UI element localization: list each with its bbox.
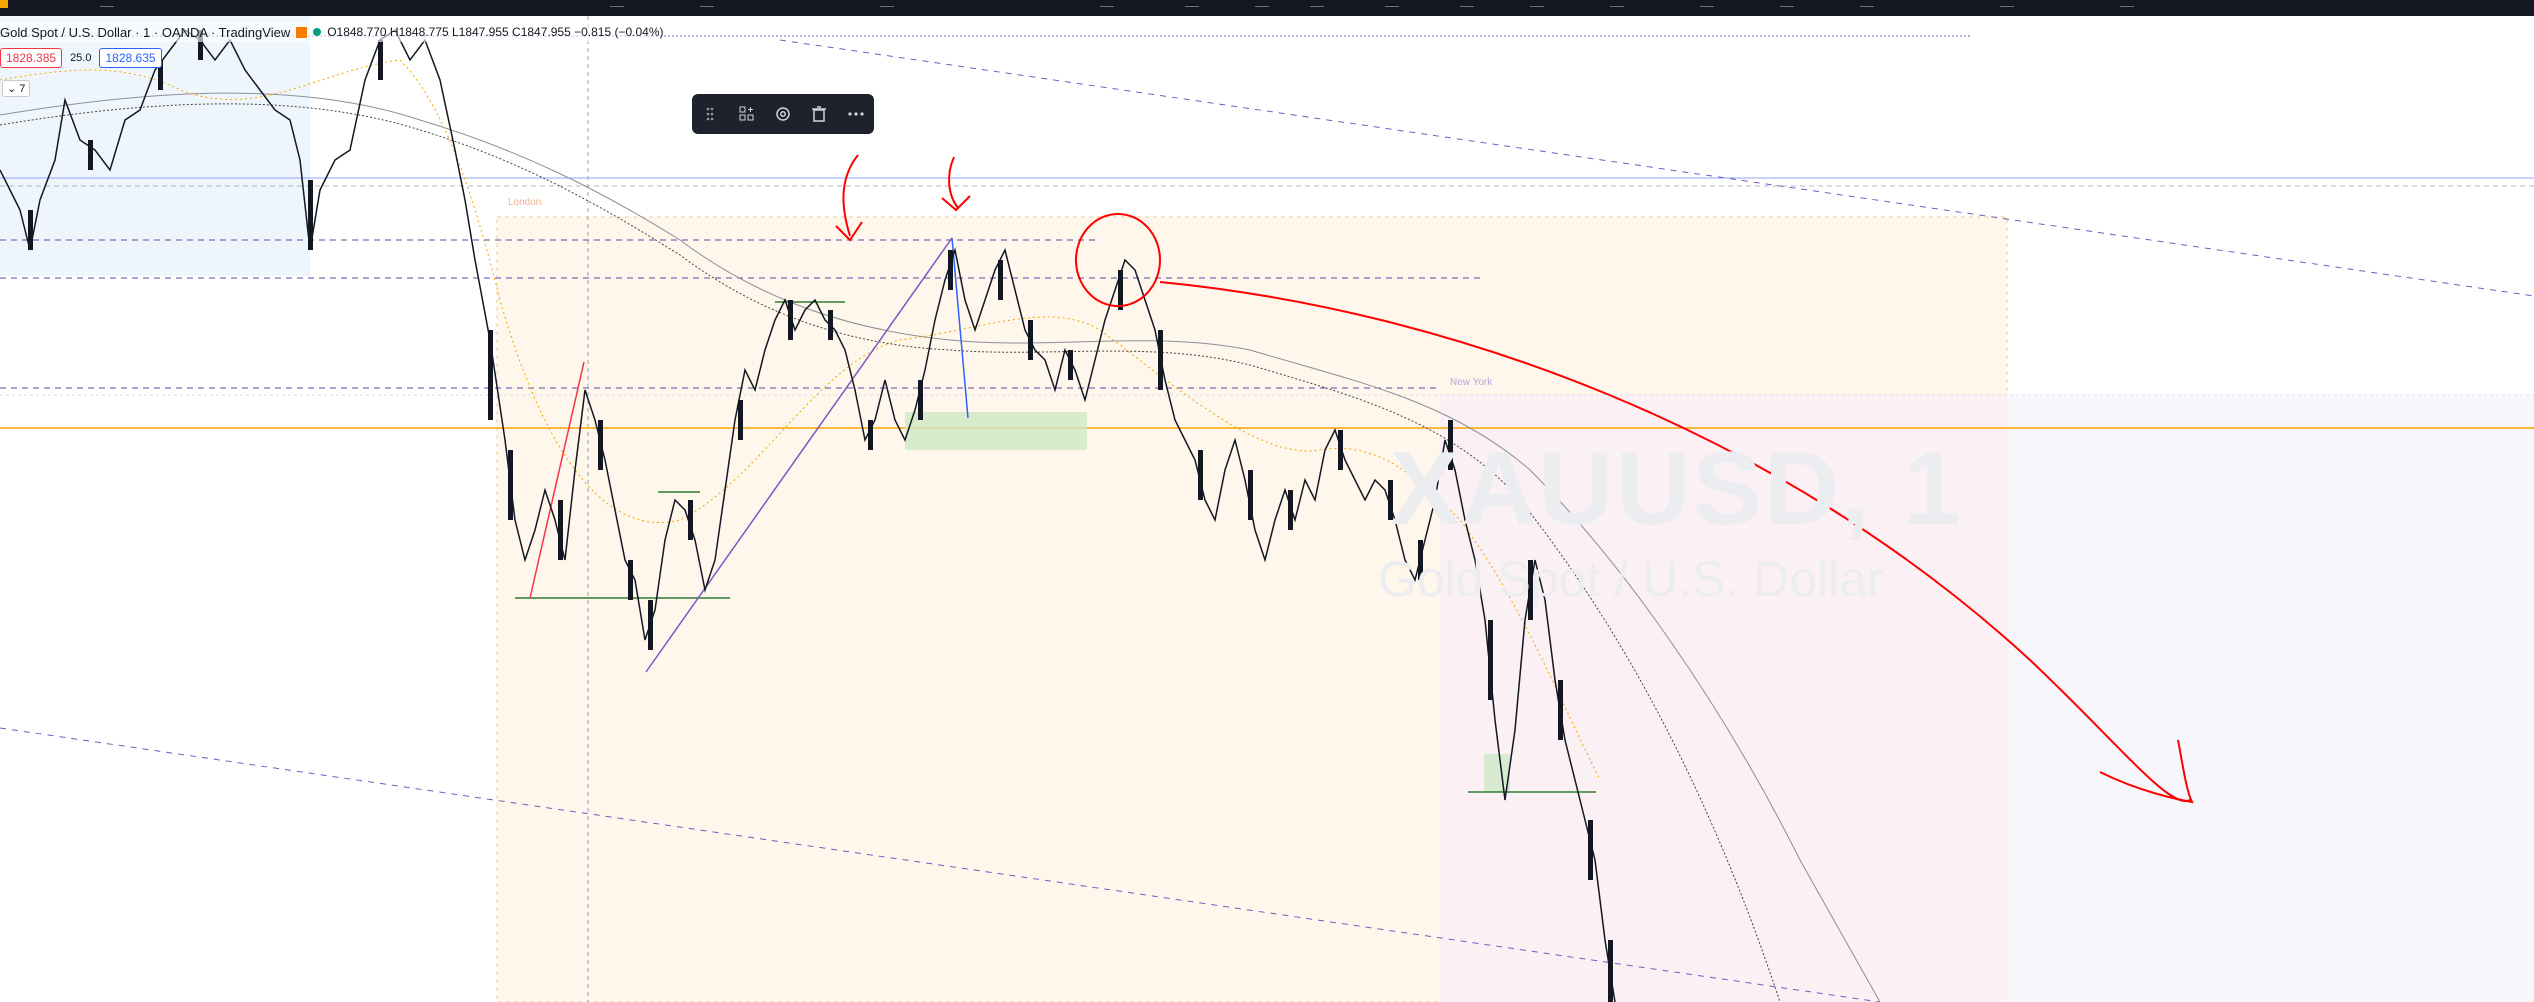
newyork-session-label: New York — [1450, 377, 1493, 388]
trendline-tool-icon[interactable] — [1185, 0, 1199, 7]
annotation-arrows — [835, 154, 2194, 804]
projection-arrowhead — [2099, 739, 2194, 804]
logo-icon — [0, 0, 8, 8]
pattern-tool-icon[interactable] — [1460, 0, 1474, 7]
moving-average-slow — [0, 92, 1881, 1002]
post-session-box — [2007, 395, 2534, 1002]
impulse-line-red — [529, 361, 585, 599]
indicator-icon[interactable] — [610, 0, 624, 7]
demand-zone-1 — [905, 412, 1087, 450]
market-flag-icon — [296, 26, 308, 38]
symbol-title[interactable]: Gold Spot / U.S. Dollar · 1 · OANDA · Tr… — [0, 24, 291, 40]
projection-curve — [1159, 281, 2191, 803]
settings-icon[interactable] — [770, 101, 796, 127]
top-toolbar — [0, 0, 2534, 16]
delete-icon[interactable] — [806, 101, 832, 127]
newyork-session-box — [1440, 395, 2007, 1002]
alert-icon[interactable] — [700, 0, 714, 7]
drag-handle-icon[interactable] — [697, 101, 723, 127]
spread-value: 25.0 — [70, 52, 92, 64]
buy-button[interactable]: 1828.635 — [99, 48, 162, 68]
arrow-1-stroke — [842, 154, 859, 237]
lock-tool-icon[interactable] — [1780, 0, 1794, 7]
wick-line-blue — [951, 237, 969, 419]
drawing-floating-toolbar — [692, 94, 874, 134]
layout-icon[interactable] — [2120, 0, 2134, 7]
indicators-toggle[interactable]: ⌄ 7 — [2, 80, 31, 97]
text-tool-icon[interactable] — [1385, 0, 1399, 7]
template-icon[interactable] — [734, 101, 760, 127]
market-open-icon — [313, 28, 322, 36]
arrow-2-stroke — [948, 156, 959, 209]
moving-average-fast — [0, 103, 1781, 1002]
order-panel: 1828.385 25.0 1828.635 — [0, 48, 162, 68]
cursor-tool-icon[interactable] — [1100, 0, 1114, 7]
favorites-icon[interactable] — [2000, 0, 2014, 7]
candle-bodies — [28, 30, 1613, 1002]
arrow-2-head — [941, 195, 971, 212]
eye-tool-icon[interactable] — [1860, 0, 1874, 7]
impulse-line-purple — [645, 237, 953, 673]
measure-tool-icon[interactable] — [1530, 0, 1544, 7]
symbol-watermark: XAUUSD, 1 — [1390, 431, 1963, 547]
channel-upper-line — [779, 39, 2534, 297]
london-session-label: London — [508, 197, 542, 208]
magnet-tool-icon[interactable] — [1700, 0, 1714, 7]
timeframe-icon[interactable] — [100, 0, 114, 7]
more-icon[interactable] — [843, 101, 869, 127]
chart-legend: Gold Spot / U.S. Dollar · 1 · OANDA · Tr… — [0, 22, 664, 42]
arrow-1-head — [835, 221, 863, 242]
vwap-dotted-line — [0, 59, 1601, 781]
brush-tool-icon[interactable] — [1310, 0, 1324, 7]
channel-lower-line — [0, 727, 1881, 1002]
replay-icon[interactable] — [880, 0, 894, 7]
ohlc-values: O1848.770 H1848.775 L1847.955 C1847.955 … — [327, 25, 664, 39]
fib-tool-icon[interactable] — [1255, 0, 1269, 7]
highlight-circle — [1075, 213, 1161, 307]
zoom-tool-icon[interactable] — [1610, 0, 1624, 7]
demand-zone-2 — [1484, 754, 1510, 792]
sell-button[interactable]: 1828.385 — [0, 48, 63, 68]
candlesticks — [0, 28, 1616, 1002]
description-watermark: Gold Spot / U.S. Dollar — [1378, 551, 1884, 607]
